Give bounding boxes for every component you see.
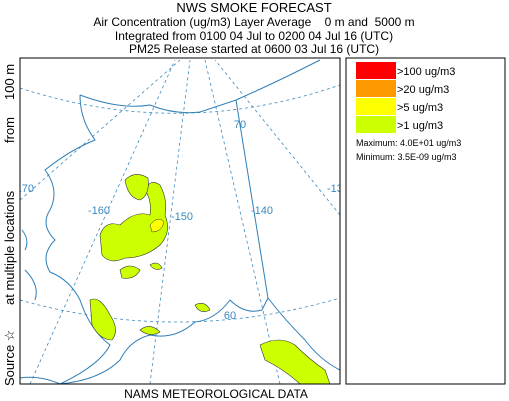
legend-label: >20 ug/m3 xyxy=(397,84,449,96)
smoke-area xyxy=(124,174,149,201)
graticule xyxy=(29,59,176,384)
legend-label: >100 ug/m3 xyxy=(397,66,455,78)
graticule xyxy=(204,59,281,384)
map-label: -130 xyxy=(327,183,349,195)
coastline xyxy=(44,94,269,384)
graticule xyxy=(214,59,340,216)
coastline xyxy=(20,229,61,384)
subtitle: Air Concentration (ug/m3) Layer Average … xyxy=(93,15,414,29)
legend-swatch xyxy=(356,98,396,115)
map-label: -160 xyxy=(88,205,110,217)
smoke-area xyxy=(99,182,168,262)
map-frame xyxy=(19,57,341,385)
maximum: Maximum: 4.0E+01 ug/m3 xyxy=(356,138,461,148)
graticule xyxy=(20,297,340,323)
subtitle: Integrated from 0100 04 Jul to 0200 04 J… xyxy=(115,29,393,43)
graticule xyxy=(20,59,181,201)
legend-swatch xyxy=(356,80,396,97)
legend-frame xyxy=(345,57,506,385)
side-text: at multiple locations xyxy=(2,190,17,305)
graticule xyxy=(20,84,340,114)
legend-swatch xyxy=(356,62,396,79)
coastline xyxy=(235,59,340,371)
map-label: -140 xyxy=(251,205,273,217)
side-label: Source ☆ at multiple locations from 100 … xyxy=(2,64,17,386)
subtitle: PM25 Release started at 0600 03 Jul 16 (… xyxy=(129,42,379,56)
map-label: -170 xyxy=(12,183,34,195)
footer: NAMS METEOROLOGICAL DATA xyxy=(124,387,308,401)
map-label: 60 xyxy=(224,310,236,322)
side-text: from xyxy=(2,117,17,143)
map-label: -150 xyxy=(171,211,193,223)
legend-swatch xyxy=(356,116,396,133)
minimum: Minimum: 3.5E-09 ug/m3 xyxy=(356,152,457,162)
legend-label: >5 ug/m3 xyxy=(397,102,443,114)
smoke-area xyxy=(119,262,211,335)
smoke-area xyxy=(259,339,331,384)
side-text: Source ☆ xyxy=(2,330,17,386)
map: 70 -170 -160 -150 -140 -130 60 xyxy=(12,59,349,384)
smoke-area xyxy=(89,298,116,341)
side-text: 100 m xyxy=(2,64,17,100)
legend-label: >1 ug/m3 xyxy=(397,120,443,132)
title: NWS SMOKE FORECAST xyxy=(176,0,331,15)
map-label: 70 xyxy=(234,119,246,131)
smoke-area xyxy=(149,218,165,233)
legend: >100 ug/m3 >20 ug/m3 >5 ug/m3 >1 ug/m3 xyxy=(356,62,455,133)
